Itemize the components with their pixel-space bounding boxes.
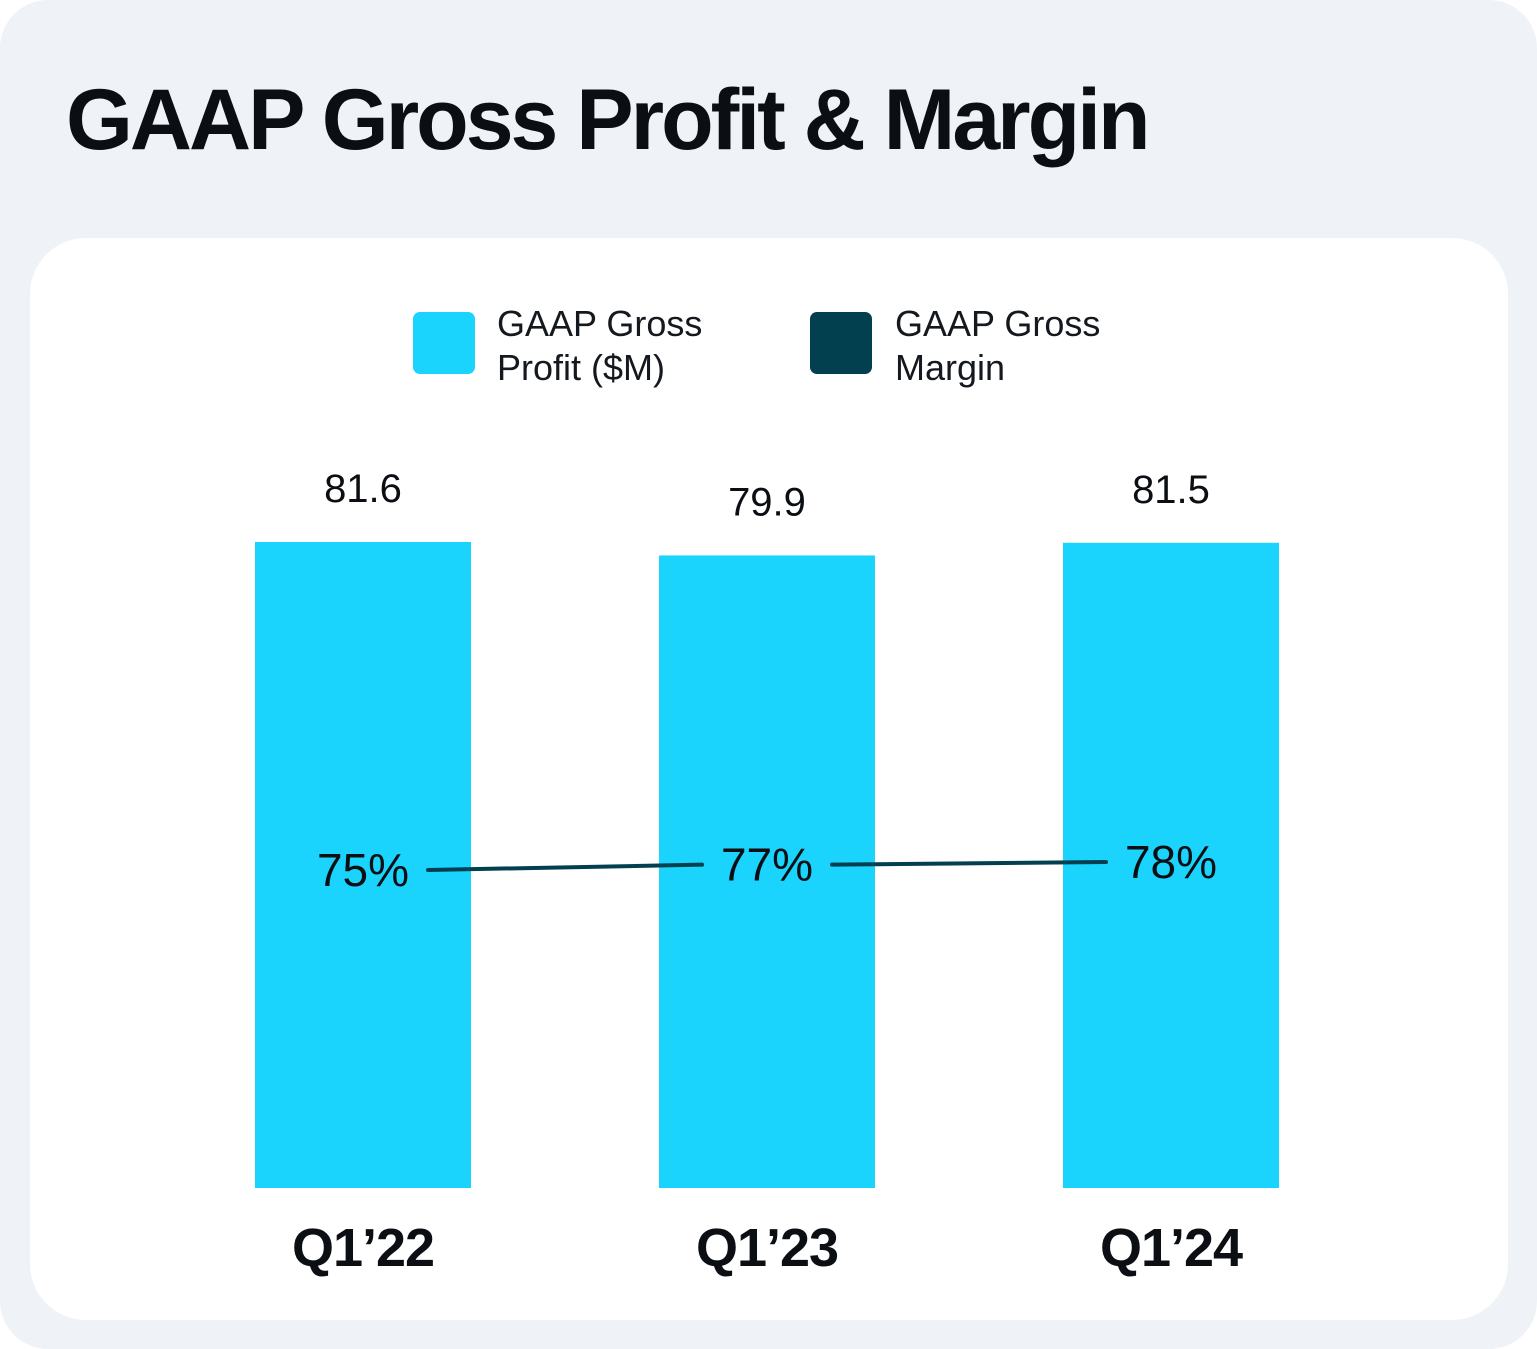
margin-line-segment-1 xyxy=(426,862,704,872)
legend-swatch-gross-margin xyxy=(810,312,872,374)
bar-3 xyxy=(1063,542,1279,1188)
legend-label-gross-profit-line2: Profit ($M) xyxy=(497,347,665,388)
x-tick-label-2: Q1’23 xyxy=(696,1218,838,1278)
legend-label-gross-margin-line1: GAAP Gross xyxy=(895,303,1100,344)
legend-swatch-gross-profit xyxy=(413,312,475,374)
plot-area: 81.6 Q1’22 79.9 Q1’23 81.5 Q1’24 75% 77% 78% xyxy=(255,467,1279,1278)
x-tick-label-1: Q1’22 xyxy=(292,1218,434,1278)
bar-2 xyxy=(659,555,875,1188)
chart-title: GAAP Gross Profit & Margin xyxy=(66,72,1151,168)
x-tick-label-3: Q1’24 xyxy=(1100,1218,1243,1278)
margin-point-label-3: 78% xyxy=(1125,836,1217,888)
margin-point-label-1: 75% xyxy=(317,844,409,896)
margin-point-label-2: 77% xyxy=(721,839,813,891)
bar-value-label-1: 81.6 xyxy=(324,467,402,511)
legend-label-gross-profit-line1: GAAP Gross xyxy=(497,303,702,344)
bar-1 xyxy=(255,542,471,1188)
legend-label-gross-margin-line2: Margin xyxy=(895,347,1005,388)
margin-line-segment-2 xyxy=(830,860,1108,867)
legend: GAAP Gross Profit ($M) GAAP Gross Margin xyxy=(413,303,1100,388)
bar-value-label-2: 79.9 xyxy=(728,480,806,524)
bar-value-label-3: 81.5 xyxy=(1132,468,1210,512)
